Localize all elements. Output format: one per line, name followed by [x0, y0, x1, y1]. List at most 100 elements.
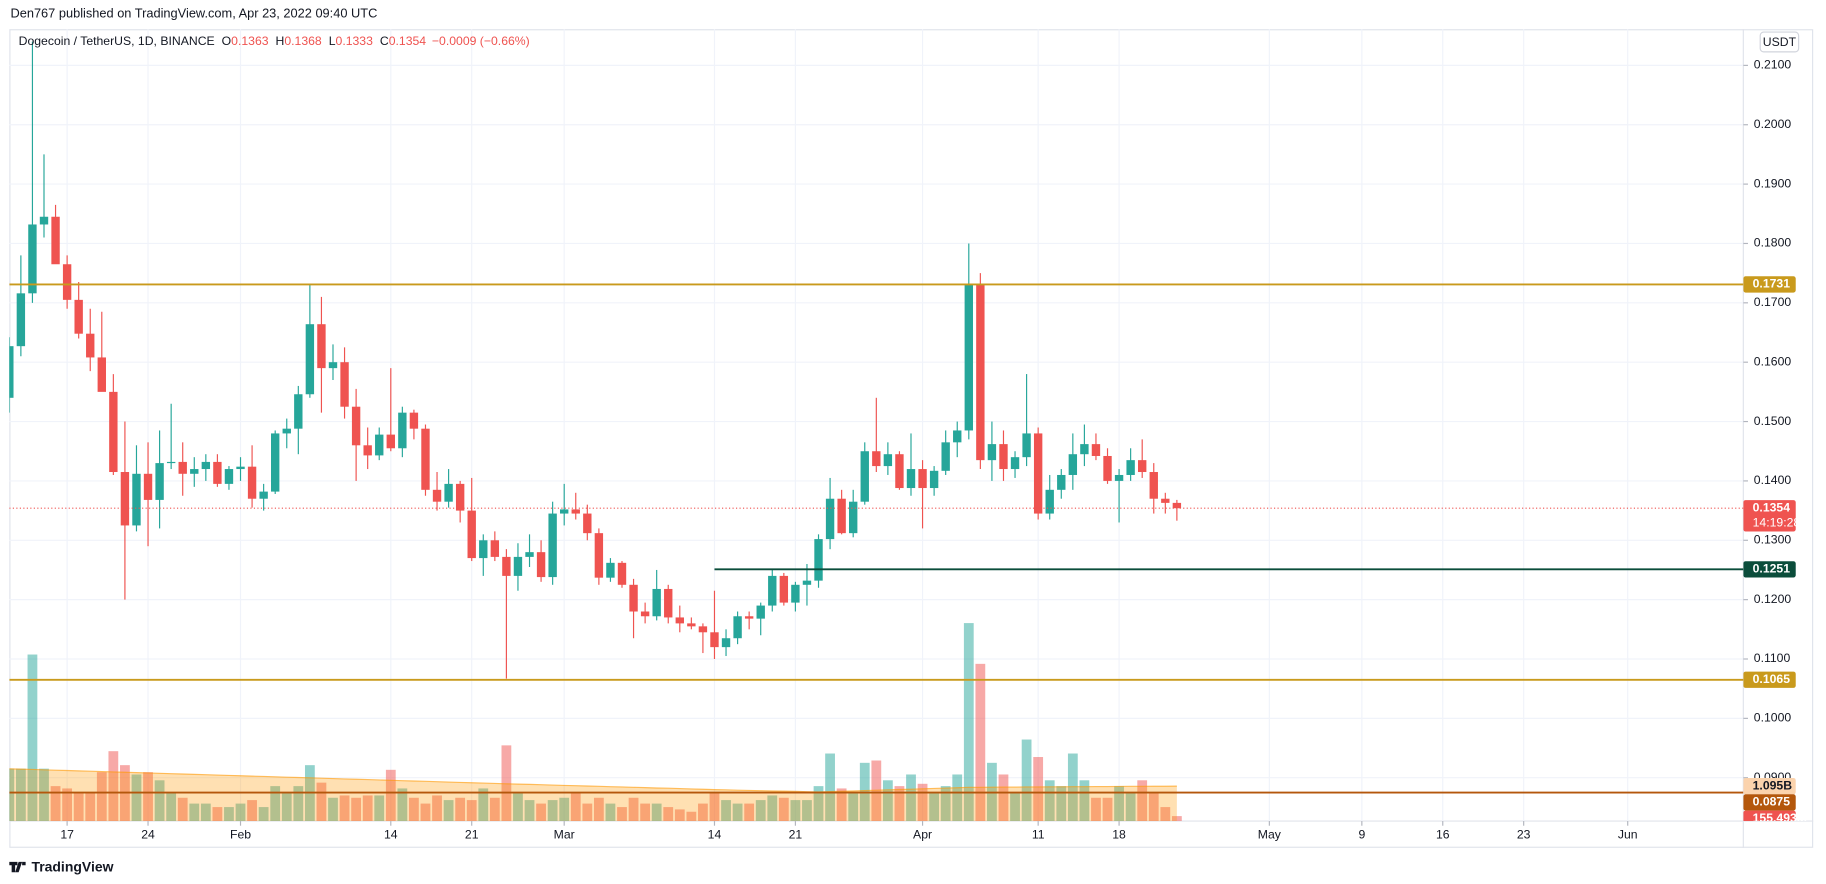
- candle-body: [964, 284, 973, 431]
- candle-body: [155, 463, 164, 500]
- currency-button[interactable]: [1759, 31, 1800, 53]
- volume-bar: [200, 803, 211, 822]
- volume-bar: [432, 795, 442, 822]
- volume-bar: [651, 803, 662, 822]
- volume-bar: [802, 800, 812, 822]
- volume-bar: [628, 797, 639, 822]
- candle-body: [687, 623, 696, 627]
- axis-label: 0.1251: [1753, 562, 1791, 576]
- x-tick-label: Jun: [1618, 827, 1638, 841]
- x-tick-label: Apr: [913, 827, 932, 841]
- candle-body: [421, 428, 430, 490]
- candle-body: [224, 469, 234, 484]
- candle-body: [1172, 502, 1182, 509]
- volume-bar: [478, 788, 489, 822]
- candle-body: [432, 489, 442, 502]
- legend-value: 0.1354: [389, 34, 427, 48]
- candle-body: [178, 461, 187, 474]
- legend-key: C: [380, 34, 389, 48]
- volume-bar: [547, 800, 558, 822]
- volume-bar: [513, 791, 523, 822]
- volume-bar: [466, 800, 477, 822]
- axis-label-box: [1743, 777, 1796, 795]
- candle-body: [190, 469, 199, 474]
- candle-body: [282, 428, 291, 434]
- candle-body: [652, 588, 661, 617]
- candle-body: [768, 575, 777, 606]
- candle-body: [721, 638, 731, 648]
- y-tick-label: 0.1900: [1754, 176, 1792, 190]
- candle-body: [236, 466, 245, 470]
- candle-body: [825, 498, 835, 540]
- axis-label-box: [1743, 810, 1796, 822]
- volume-bar: [96, 772, 107, 822]
- volume-bar: [131, 774, 142, 822]
- volume-bar: [663, 807, 674, 822]
- volume-bar: [374, 795, 385, 822]
- volume-bar: [15, 768, 26, 822]
- y-tick-label: 0.1200: [1754, 592, 1792, 606]
- volume-bar: [524, 800, 535, 822]
- candle-body: [39, 216, 49, 225]
- volume-bar: [778, 797, 789, 822]
- volume-bar: [328, 797, 338, 822]
- legend-symbol: Dogecoin / TetherUS, 1D, BINANCE: [19, 34, 215, 48]
- x-tick-label: Feb: [230, 827, 251, 841]
- x-tick-label: 24: [141, 827, 155, 841]
- volume-bar: [1137, 780, 1148, 822]
- axis-label: 155.493M: [1753, 811, 1807, 825]
- candle-body: [1045, 489, 1054, 514]
- candles: [9, 41, 1182, 679]
- volume-ma-line: [9, 768, 1177, 793]
- candle-body: [305, 324, 315, 395]
- axis-label: 1.095B: [1753, 778, 1793, 792]
- candle-body: [502, 556, 511, 576]
- publisher: Den767 published on TradingView.com, Apr…: [10, 5, 377, 20]
- candle-body: [490, 540, 500, 557]
- currency[interactable]: USDT: [1763, 35, 1797, 49]
- volume-bar: [617, 807, 627, 822]
- volume-bar: [698, 803, 708, 822]
- volume-bar: [975, 663, 986, 822]
- candle-body: [779, 575, 789, 603]
- candle-body: [1103, 455, 1112, 481]
- candle-body: [733, 616, 742, 639]
- volume-bar: [362, 795, 373, 822]
- volume-bar: [316, 782, 327, 822]
- candle-body: [1126, 460, 1135, 475]
- volume-bar: [813, 786, 824, 822]
- legend-key: H: [276, 34, 285, 48]
- candle-body: [259, 491, 268, 499]
- axis-label-box: [1743, 671, 1796, 688]
- logo: [9, 861, 26, 873]
- volume-bar: [790, 800, 801, 822]
- volume-bar: [501, 745, 512, 822]
- candle-body: [201, 461, 211, 470]
- logo-mark: [9, 861, 26, 873]
- candle-body: [837, 498, 846, 534]
- candle-body: [62, 264, 72, 300]
- volume-bar: [882, 780, 893, 822]
- candle-body: [929, 470, 939, 489]
- y-tick-label: 0.1300: [1754, 533, 1792, 547]
- legend-value: 0.1368: [284, 34, 322, 48]
- volume-bar: [351, 797, 362, 822]
- candle-body: [1149, 472, 1158, 499]
- candle-body: [744, 616, 754, 619]
- volume-bar: [1171, 816, 1182, 822]
- candle-body: [999, 444, 1008, 470]
- volume-bar: [420, 803, 431, 822]
- candle-body: [1091, 444, 1101, 456]
- volume-bar: [166, 791, 177, 822]
- candle-body: [1161, 498, 1170, 503]
- x-tick-label: 23: [1517, 827, 1531, 841]
- candle-body: [883, 454, 893, 467]
- candle-body: [548, 513, 557, 578]
- candle-body: [640, 611, 650, 617]
- volume-bar: [825, 753, 835, 822]
- candle-body: [132, 473, 141, 526]
- x-tick-label: 18: [1112, 827, 1126, 841]
- volume-bar: [767, 795, 778, 822]
- axis-labels: 0.1731 0.1354 14:19:28 0.1251 0.1065 1.095B 0.…: [1743, 276, 1807, 825]
